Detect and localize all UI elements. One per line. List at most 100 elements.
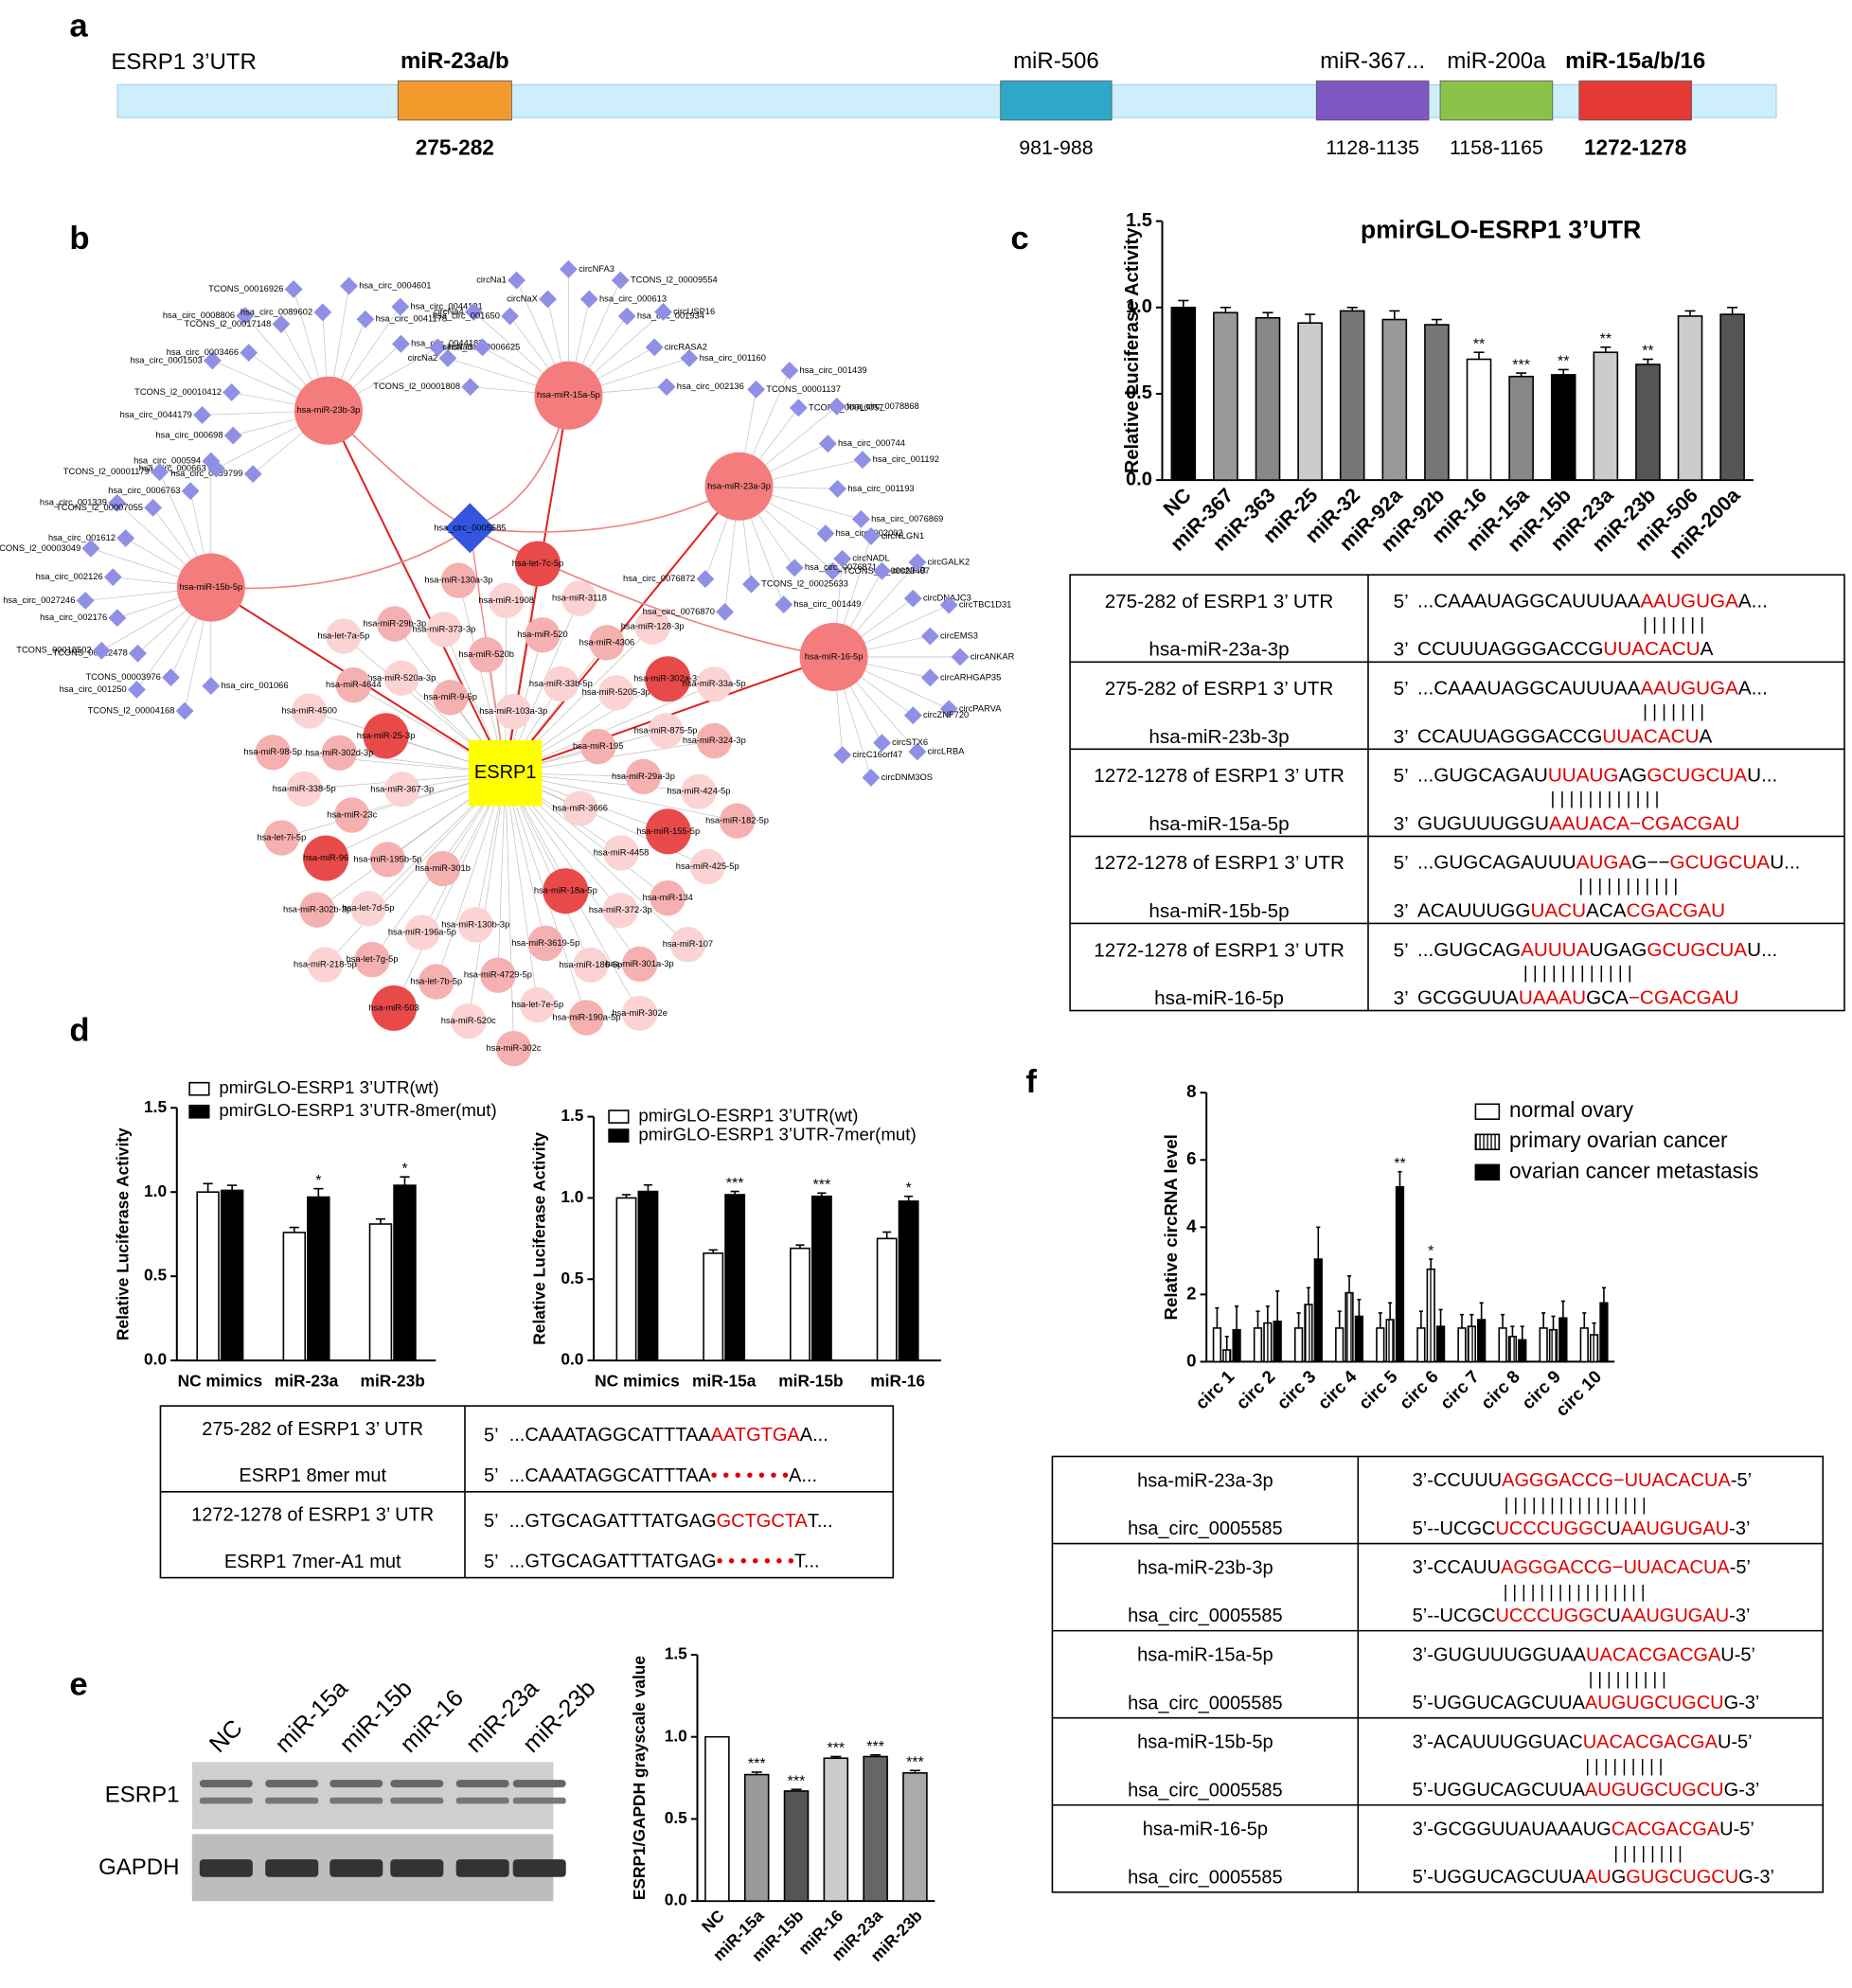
circrna-node-label: circANKAR xyxy=(971,651,1015,661)
site-label: hsa-miR-15a-5p xyxy=(1137,1645,1273,1666)
circrna-node xyxy=(129,644,147,663)
circrna-node xyxy=(501,307,520,326)
x-tick-label: NC mimics xyxy=(178,1371,263,1390)
circrna-node xyxy=(951,648,970,666)
x-tick-label: circ 5 xyxy=(1354,1366,1400,1412)
bar xyxy=(196,1191,220,1361)
y-axis-label: Relative Luciferase Activity xyxy=(1122,227,1143,473)
y-axis-label: Relative circRNA level xyxy=(1161,1134,1181,1320)
circrna-node-label: hsa_circ_0044187 xyxy=(411,339,483,348)
circrna-node xyxy=(579,290,598,309)
mirna-node xyxy=(681,773,717,809)
circrna-node-label: TCONS_l2_00025633 xyxy=(761,579,848,589)
sequence: 3’-CCUUUAGGGACCG−UUACACUA-5’ xyxy=(1413,1470,1752,1491)
sequence: 5’-UGGUCAGCUUAAUGGUGCUGCUG-3’ xyxy=(1413,1867,1774,1888)
circrna-node xyxy=(903,589,922,608)
circrna-node xyxy=(654,303,672,321)
binding-site xyxy=(397,80,512,121)
site-label: 1272-1278 of ESRP1 3’ UTR xyxy=(1094,852,1344,874)
bar xyxy=(1518,1339,1527,1363)
lane-label: NC xyxy=(205,1714,248,1758)
binding-site xyxy=(1578,80,1692,121)
sequence-segment: AU xyxy=(1585,1867,1612,1888)
mirna-node-label: hsa-miR-29b-3p xyxy=(363,619,426,629)
sequence: GUGUUUGGUAAUACA−CGACGAU xyxy=(1417,813,1740,835)
mirna-node-label: hsa-let-7i-5p xyxy=(257,832,306,842)
y-tick-label: 1.0 xyxy=(1126,296,1152,317)
bar xyxy=(1170,306,1197,481)
y-tick-label: 6 xyxy=(1186,1148,1196,1168)
mirna-node xyxy=(418,964,454,1000)
blot-band xyxy=(512,1780,566,1788)
circrna-node xyxy=(939,595,958,614)
x-tick-label: circ 8 xyxy=(1477,1366,1523,1412)
bar xyxy=(876,1237,898,1361)
significance-label: * xyxy=(1428,1243,1434,1259)
sequence-segment: A xyxy=(1701,639,1714,661)
sequence-segment: ACA xyxy=(1586,900,1627,922)
mirna-node-label: hsa-miR-5205-3p xyxy=(582,687,650,697)
bar xyxy=(393,1184,417,1361)
mirna-node-label: hsa-miR-190a-5p xyxy=(552,1012,620,1021)
y-tick-label: 0.5 xyxy=(1126,382,1152,403)
y-tick-label: 0.0 xyxy=(1126,469,1152,489)
blot-band xyxy=(199,1797,253,1804)
x-tick-label: miR-16 xyxy=(870,1371,925,1390)
y-tick-label: 4 xyxy=(1186,1216,1197,1235)
mirna-node-label: hsa-let-7g-5p xyxy=(347,954,399,964)
bar xyxy=(1435,1325,1446,1363)
circrna-node xyxy=(851,509,870,528)
circrna-node xyxy=(116,529,135,547)
circrna-node-label: hsa_circ_002176 xyxy=(40,612,107,622)
bar xyxy=(1313,1258,1323,1363)
blot-band xyxy=(329,1780,383,1788)
mirna-node-label: hsa-miR-520c xyxy=(441,1016,496,1025)
bar xyxy=(1253,1327,1263,1363)
mirna-node xyxy=(303,835,349,881)
sequence: ...GUGCAGAUUUAUGAG−−GCUGCUAU... xyxy=(1417,852,1800,874)
bar xyxy=(1416,1327,1426,1363)
mirna-node xyxy=(255,735,291,771)
hub-mirna-label: hsa-miR-23a-3p xyxy=(707,481,771,490)
sequence-segment: ...CAAATAGGCATTTAA xyxy=(509,1425,712,1446)
blot-band xyxy=(390,1859,444,1877)
sequence-segment: GCUGCUA xyxy=(1647,765,1747,787)
sequence: 5’-UGGUCAGCUUAAUGUGCUGCUG-3’ xyxy=(1413,1780,1760,1801)
sequence: ACAUUUGGUACUACACGACGAU xyxy=(1417,900,1725,922)
circrna-node-label: hsa_circ_0044191 xyxy=(410,301,482,311)
bar xyxy=(1339,310,1365,481)
hub-mirna-node xyxy=(176,553,245,622)
mirna-label: ESRP1 8mer mut xyxy=(239,1465,386,1486)
legend-swatch xyxy=(188,1104,210,1119)
bar xyxy=(1498,1327,1507,1363)
circrna-node xyxy=(657,378,676,397)
site-position: 1158-1165 xyxy=(1450,136,1543,159)
significance-label: * xyxy=(401,1161,407,1177)
site-label: hsa-miR-16-5p xyxy=(1143,1819,1268,1840)
mirna-node xyxy=(350,891,386,927)
circrna-node-label: hsa_circ_001449 xyxy=(793,599,861,609)
mirna-node-label: hsa-miR-3666 xyxy=(552,804,608,813)
panel-label: b xyxy=(69,221,89,257)
bar xyxy=(823,1757,849,1902)
bar xyxy=(1395,1185,1405,1363)
mirna-node xyxy=(561,580,597,616)
sequence-segment: 5’--UCGC xyxy=(1413,1518,1496,1539)
sequence-segment: AAUGUGAU xyxy=(1621,1606,1729,1626)
circrna-node-label: TCONS_l2_00010412 xyxy=(134,387,222,397)
base-pairs: | | | | | | | xyxy=(1643,701,1704,721)
x-tick-label: miR-15a xyxy=(692,1371,757,1390)
circrna-node-label: circNa1 xyxy=(476,275,507,285)
mirna-node-label: hsa-miR-18a-5p xyxy=(534,886,597,896)
mirna-node xyxy=(648,713,684,749)
base-pairs: | | | | | | | | | xyxy=(1589,1669,1666,1688)
circrna-node xyxy=(785,559,804,577)
x-tick-label: NC mimics xyxy=(595,1371,680,1390)
circrna-node-label: hsa_circ_000744 xyxy=(838,438,905,448)
bar xyxy=(1255,316,1281,481)
circrna-node-label: hsa_circ_001339 xyxy=(40,498,107,507)
strand-prefix: 5’ xyxy=(1394,939,1409,961)
bar xyxy=(1599,1302,1609,1363)
site-label: 275-282 of ESRP1 3’ UTR xyxy=(1105,591,1334,612)
mirna-node-label: hsa-miR-302b-3p xyxy=(283,905,351,914)
